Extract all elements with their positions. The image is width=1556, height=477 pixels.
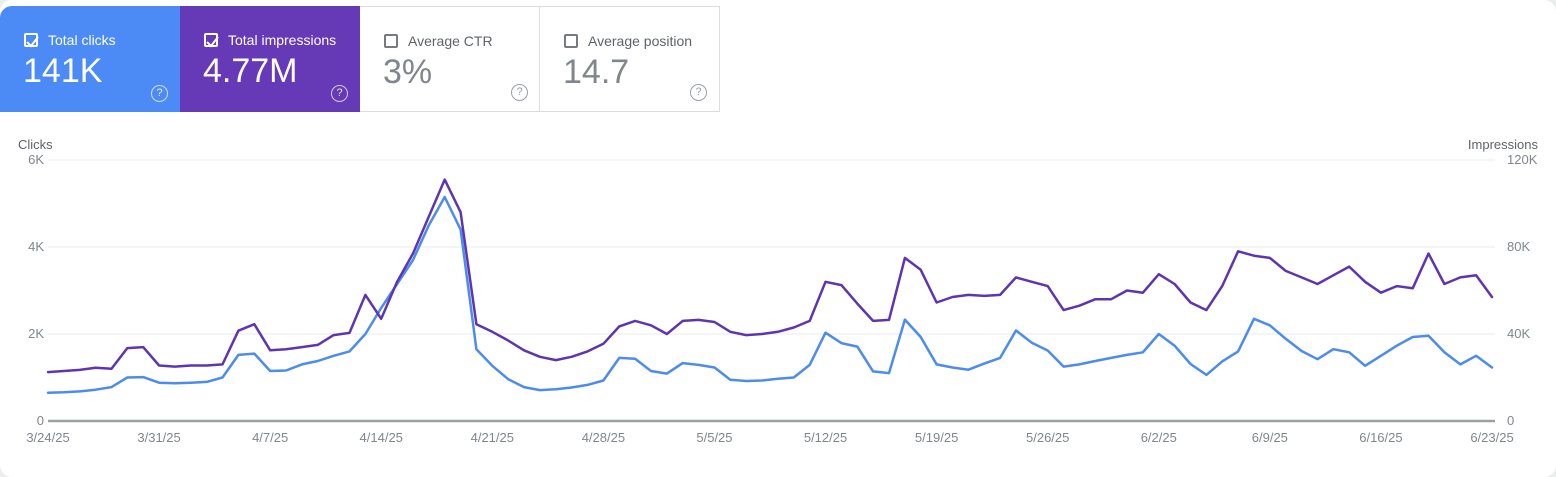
metric-card-label: Total impressions — [228, 32, 337, 48]
clicks-line[interactable] — [46, 195, 1494, 394]
x-axis-tick-label: 6/9/25 — [1251, 430, 1288, 445]
x-axis-tick-label: 4/7/25 — [252, 430, 289, 445]
metric-card-label: Total clicks — [48, 32, 116, 48]
metric-card-label: Average CTR — [408, 33, 493, 49]
x-axis-tick-label: 5/12/25 — [803, 430, 848, 445]
metric-card-average-position[interactable]: Average position 14.7 ? — [539, 6, 720, 112]
x-axis-tick-label: 6/23/25 — [1470, 430, 1514, 445]
help-icon[interactable]: ? — [331, 85, 348, 102]
left-axis-tick-label: 0 — [36, 413, 44, 428]
x-axis-tick-label: 5/19/25 — [914, 430, 959, 445]
checkbox-checked-icon[interactable] — [204, 33, 219, 48]
right-axis-tick-label: 80K — [1507, 239, 1531, 254]
help-icon[interactable]: ? — [511, 84, 528, 101]
right-axis-title: Impressions — [1467, 137, 1538, 152]
left-axis-tick-label: 6K — [28, 152, 44, 167]
x-axis-tick-label: 4/14/25 — [359, 430, 403, 445]
checkbox-unchecked-icon[interactable] — [564, 34, 578, 48]
x-axis-tick-label: 3/31/25 — [137, 430, 181, 445]
right-axis-tick-label: 0 — [1507, 413, 1515, 428]
metric-card-average-ctr[interactable]: Average CTR 3% ? — [360, 6, 540, 112]
metric-card-value: 4.77M — [203, 52, 298, 90]
right-axis-tick-label: 40K — [1507, 326, 1531, 341]
checkbox-unchecked-icon[interactable] — [384, 34, 398, 48]
x-axis-tick-label: 3/24/25 — [26, 430, 70, 445]
x-axis-tick-label: 4/21/25 — [470, 430, 514, 445]
x-axis-tick-label: 6/2/25 — [1140, 430, 1177, 445]
help-icon[interactable]: ? — [690, 84, 707, 101]
checkbox-checked-icon[interactable] — [24, 33, 39, 48]
x-axis-tick-label: 5/26/25 — [1026, 430, 1070, 445]
metric-card-value: 141K — [23, 52, 103, 90]
metric-card-label: Average position — [588, 33, 693, 49]
metric-card-total-impressions[interactable]: Total impressions 4.77M ? — [180, 6, 360, 112]
left-axis-tick-label: 4K — [28, 239, 44, 254]
x-axis-tick-label: 4/28/25 — [581, 430, 626, 445]
right-axis-tick-label: 120K — [1507, 152, 1538, 167]
metric-card-total-clicks[interactable]: Total clicks 141K ? — [0, 6, 180, 112]
help-icon[interactable]: ? — [151, 85, 168, 102]
metric-card-value: 3% — [383, 53, 433, 91]
impressions-line[interactable] — [46, 178, 1494, 374]
left-axis-title: Clicks — [18, 137, 53, 152]
metric-card-value: 14.7 — [563, 53, 630, 91]
x-axis-tick-label: 5/5/25 — [696, 430, 733, 445]
x-axis-tick-label: 6/16/25 — [1359, 430, 1403, 445]
left-axis-tick-label: 2K — [28, 326, 44, 341]
